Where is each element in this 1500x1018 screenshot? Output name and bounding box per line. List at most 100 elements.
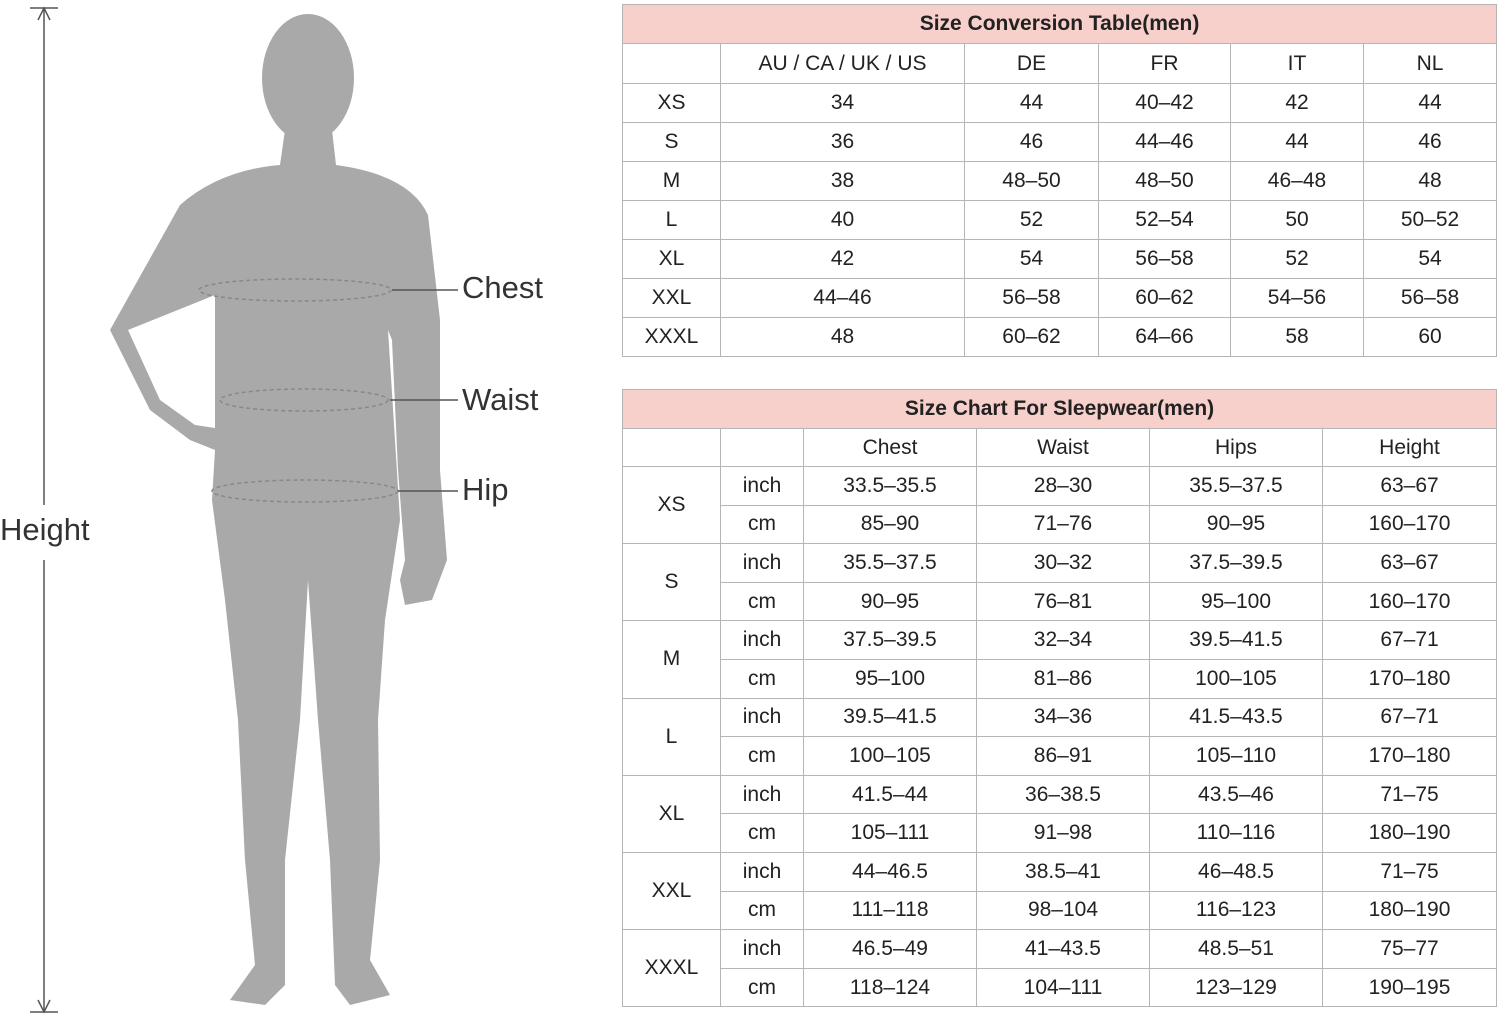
measure-row: XXL inch 44–46.5 38.5–41 46–48.5 71–75 bbox=[622, 851, 1498, 931]
corner-cell bbox=[622, 428, 721, 467]
measure-value: 46.5–49 bbox=[803, 929, 977, 969]
measure-value: 33.5–35.5 bbox=[803, 466, 977, 506]
measure-value: 46–48.5 bbox=[1149, 851, 1323, 892]
measure-row: cm 105–111 91–98 110–116 180–190 bbox=[623, 813, 1498, 853]
measure-value: 32–34 bbox=[976, 620, 1150, 660]
size-value: 54 bbox=[964, 239, 1099, 279]
measure-value: 28–30 bbox=[976, 466, 1150, 506]
title-row: Size Chart For Sleepwear(men) bbox=[621, 389, 1498, 429]
size-cell: XS bbox=[622, 83, 721, 123]
measure-value: 41.5–43.5 bbox=[1149, 697, 1323, 738]
table-title: Size Chart For Sleepwear(men) bbox=[621, 389, 1498, 429]
size-row: XXL 44–46 56–58 60–62 54–56 56–58 bbox=[622, 278, 1498, 318]
silhouette bbox=[110, 14, 447, 1005]
unit-cell: cm bbox=[720, 581, 804, 622]
column-header: AU / CA / UK / US bbox=[720, 43, 965, 84]
measure-value: 160–170 bbox=[1321, 504, 1498, 545]
header-row: Chest Waist Hips Height bbox=[622, 428, 1498, 467]
measure-value: 170–180 bbox=[1321, 736, 1498, 776]
measure-value: 105–111 bbox=[803, 813, 977, 853]
corner-cell bbox=[720, 428, 804, 467]
measure-value: 35.5–37.5 bbox=[803, 543, 977, 583]
arm-gap bbox=[128, 295, 215, 428]
unit-cell: cm bbox=[720, 890, 804, 931]
column-header: FR bbox=[1098, 43, 1231, 84]
size-cell: S bbox=[622, 122, 721, 162]
size-row: M 38 48–50 48–50 46–48 48 bbox=[622, 161, 1498, 201]
measure-value: 111–118 bbox=[803, 890, 977, 931]
measure-value: 71–75 bbox=[1321, 851, 1498, 892]
measure-value: 35.5–37.5 bbox=[1149, 466, 1323, 506]
measure-row: cm 95–100 81–86 100–105 170–180 bbox=[623, 658, 1498, 699]
measure-value: 34–36 bbox=[976, 697, 1150, 738]
size-value: 54–56 bbox=[1230, 278, 1364, 318]
unit-cell: inch bbox=[720, 543, 804, 583]
size-value: 48–50 bbox=[1098, 161, 1231, 201]
size-value: 44–46 bbox=[720, 278, 965, 318]
measure-value: 95–100 bbox=[1149, 581, 1323, 622]
measure-value: 90–95 bbox=[803, 581, 977, 622]
column-header: NL bbox=[1362, 43, 1498, 84]
size-cell: L bbox=[622, 200, 721, 240]
size-cell: XXL bbox=[622, 278, 721, 318]
size-value: 36 bbox=[720, 122, 965, 162]
column-header: Hips bbox=[1149, 428, 1323, 467]
measure-value: 30–32 bbox=[976, 543, 1150, 583]
unit-cell: cm bbox=[720, 658, 804, 699]
title-row: Size Conversion Table(men) bbox=[621, 4, 1498, 44]
header-row: AU / CA / UK / US DE FR IT NL bbox=[622, 43, 1498, 84]
measure-value: 123–129 bbox=[1149, 967, 1323, 1008]
measure-value: 86–91 bbox=[976, 736, 1150, 776]
measure-value: 67–71 bbox=[1321, 620, 1498, 660]
measure-value: 91–98 bbox=[976, 813, 1150, 853]
column-header: IT bbox=[1230, 43, 1364, 84]
size-row: XS 34 44 40–42 42 44 bbox=[622, 83, 1498, 123]
size-value: 48 bbox=[1362, 161, 1498, 201]
size-value: 46 bbox=[1362, 122, 1498, 162]
size-cell: XL bbox=[622, 774, 721, 853]
label-height: Height bbox=[0, 512, 90, 547]
measure-value: 37.5–39.5 bbox=[1149, 543, 1323, 583]
size-value: 56–58 bbox=[964, 278, 1099, 318]
measure-value: 90–95 bbox=[1149, 504, 1323, 545]
size-value: 60 bbox=[1362, 317, 1498, 357]
size-row: XL 42 54 56–58 52 54 bbox=[622, 239, 1498, 279]
measure-value: 63–67 bbox=[1321, 466, 1498, 506]
size-value: 34 bbox=[720, 83, 965, 123]
measure-value: 71–76 bbox=[976, 504, 1150, 545]
size-cell: XXL bbox=[622, 851, 721, 931]
measure-row: XXXL inch 46.5–49 41–43.5 48.5–51 75–77 bbox=[622, 929, 1498, 1008]
unit-cell: inch bbox=[720, 774, 804, 815]
measure-value: 98–104 bbox=[976, 890, 1150, 931]
size-value: 54 bbox=[1362, 239, 1498, 279]
size-value: 60–62 bbox=[1098, 278, 1231, 318]
size-cell: XXXL bbox=[622, 317, 721, 357]
measure-value: 48.5–51 bbox=[1149, 929, 1323, 969]
size-value: 52 bbox=[1230, 239, 1364, 279]
size-value: 48–50 bbox=[964, 161, 1099, 201]
size-value: 48 bbox=[720, 317, 965, 357]
measure-value: 81–86 bbox=[976, 658, 1150, 699]
measure-value: 110–116 bbox=[1149, 813, 1323, 853]
measure-row: XL inch 41.5–44 36–38.5 43.5–46 71–75 bbox=[622, 774, 1498, 853]
measure-value: 36–38.5 bbox=[976, 774, 1150, 815]
measure-value: 100–105 bbox=[1149, 658, 1323, 699]
table-title: Size Conversion Table(men) bbox=[621, 4, 1498, 44]
size-row: L 40 52 52–54 50 50–52 bbox=[622, 200, 1498, 240]
measure-value: 160–170 bbox=[1321, 581, 1498, 622]
size-cell: XL bbox=[622, 239, 721, 279]
size-value: 56–58 bbox=[1362, 278, 1498, 318]
size-value: 50 bbox=[1230, 200, 1364, 240]
measure-value: 39.5–41.5 bbox=[1149, 620, 1323, 660]
size-value: 52–54 bbox=[1098, 200, 1231, 240]
measure-value: 116–123 bbox=[1149, 890, 1323, 931]
size-value: 46–48 bbox=[1230, 161, 1364, 201]
column-header: Waist bbox=[976, 428, 1150, 467]
unit-cell: inch bbox=[720, 620, 804, 660]
leaders bbox=[30, 6, 458, 1014]
size-value: 44 bbox=[1230, 122, 1364, 162]
measure-value: 43.5–46 bbox=[1149, 774, 1323, 815]
